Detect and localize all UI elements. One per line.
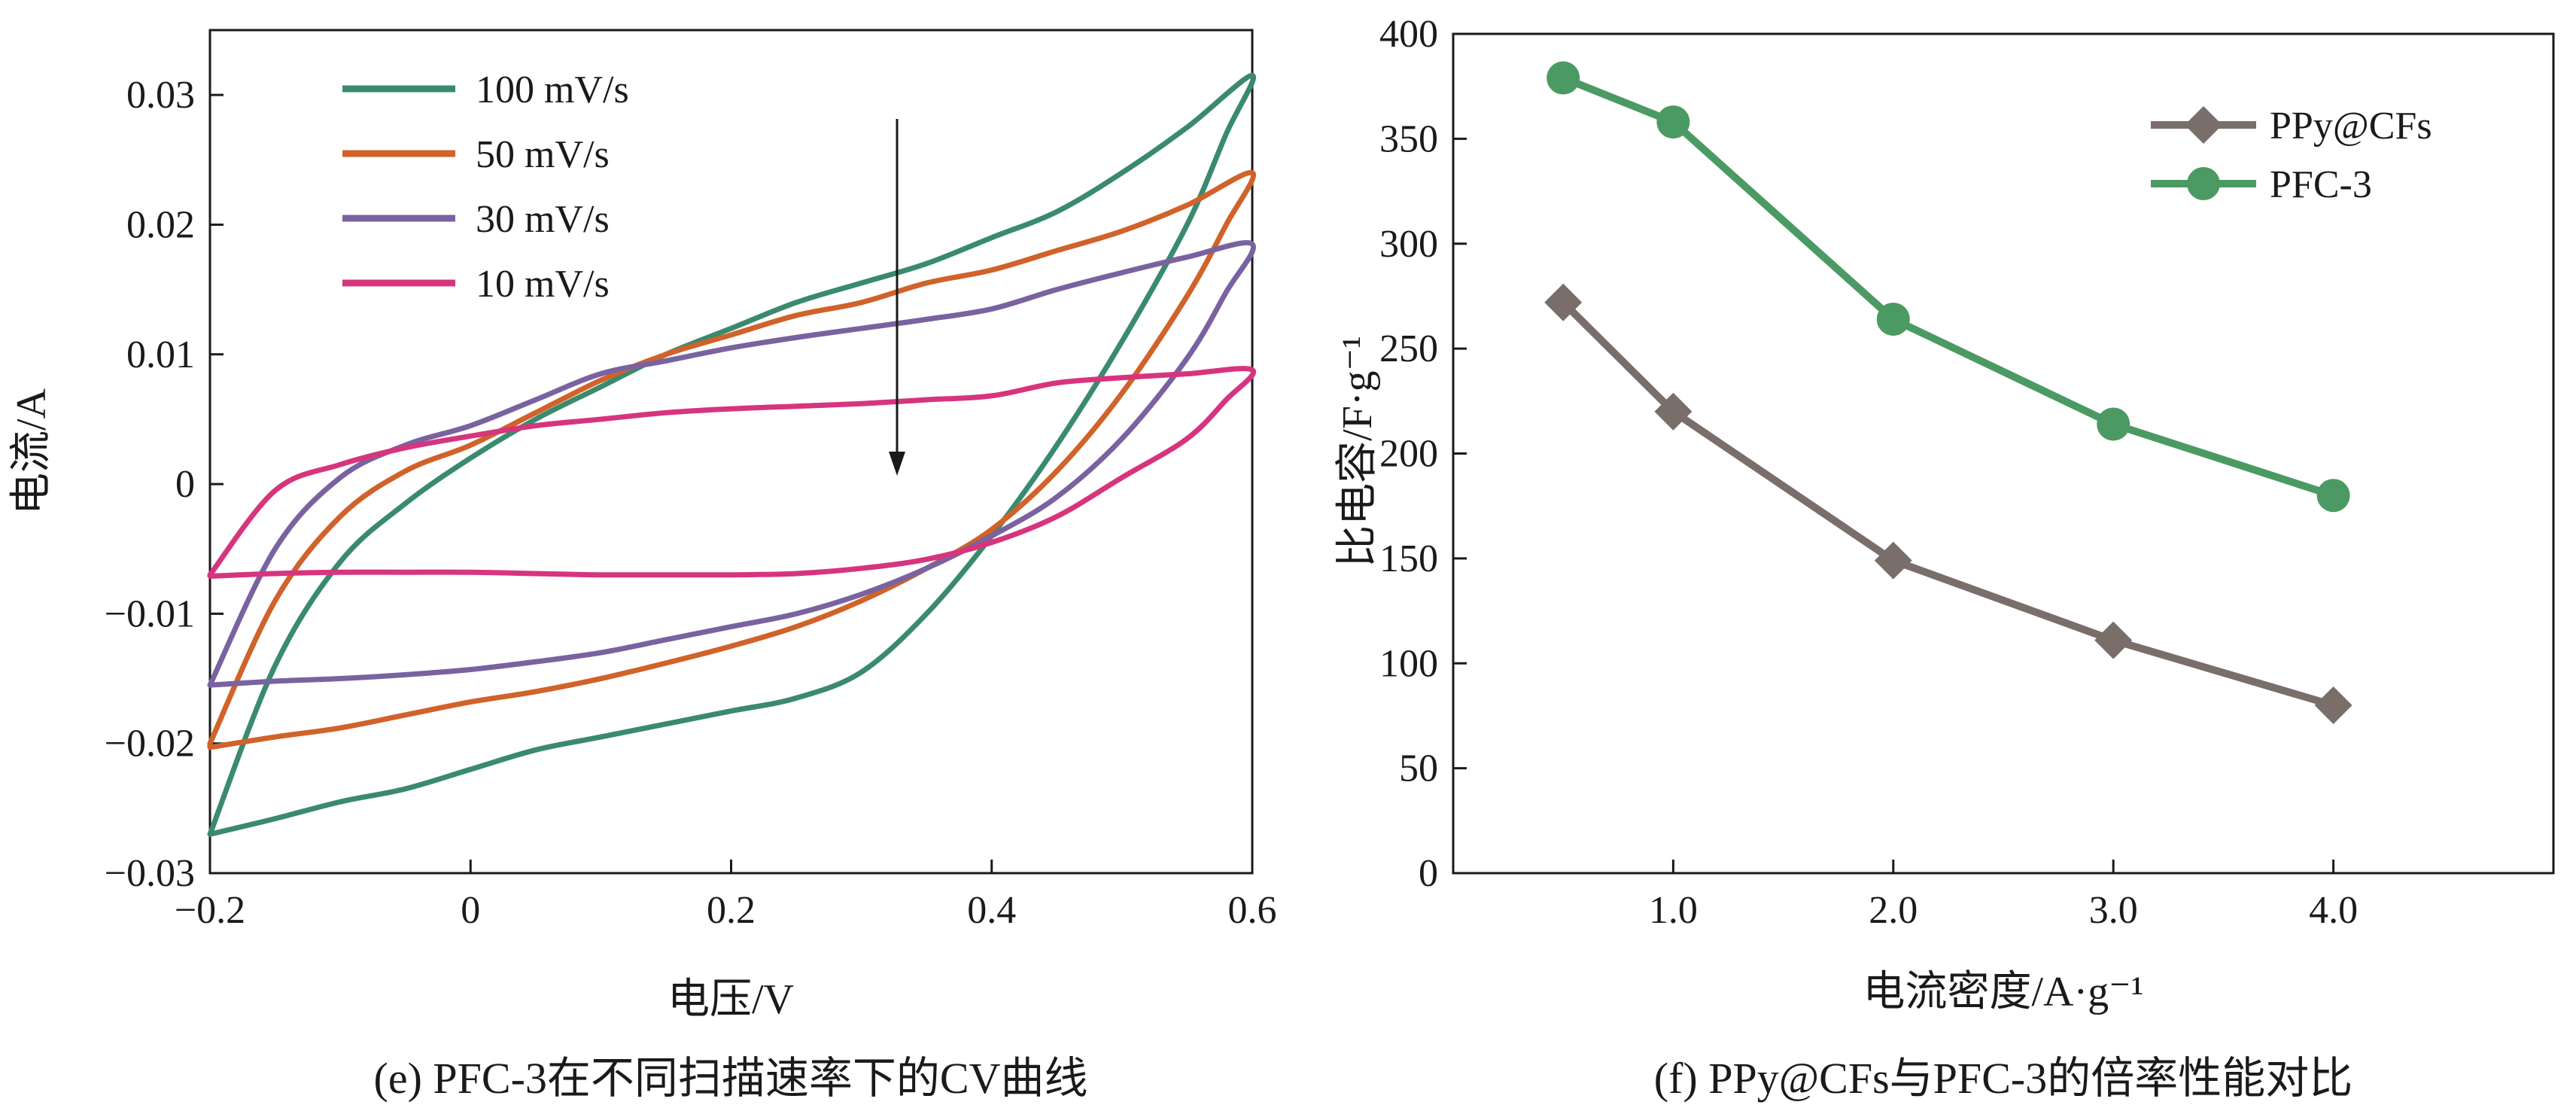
cv-curve-10-mv-s — [207, 366, 1257, 579]
cv-y-tick-label: −0.01 — [105, 592, 195, 635]
rate-plot-frame — [1452, 32, 2555, 875]
cv-y-tick-label: 0 — [175, 463, 195, 506]
cv-x-tick-label: 0.6 — [1228, 889, 1277, 932]
rate-legend-marker — [2185, 106, 2222, 144]
rate-line-ppy-cfs — [1560, 300, 2335, 709]
rate-legend: PPy@CFs PFC-3 — [2151, 105, 2432, 206]
cv-legend-label: 10 mV/s — [476, 263, 610, 306]
scan-rate-arrow-head — [889, 452, 905, 476]
rate-chart-panel: 400 350 300 250 200 150 100 50 0 1.0 2.0 3.0 4.0 PP… — [1334, 13, 2555, 1103]
rate-y-tick-label: 200 — [1379, 433, 1438, 476]
rate-legend-label: PFC-3 — [2270, 163, 2372, 206]
cv-y-tick-label: 0.01 — [126, 333, 195, 376]
rate-y-axis-label: 比电容/F·g⁻¹ — [1334, 336, 1381, 568]
rate-point-ppy-cfs — [1544, 283, 1583, 321]
rate-point-ppy-cfs — [2314, 686, 2352, 724]
rate-y-tick-label: 150 — [1379, 537, 1438, 580]
rate-point-pfc-3 — [2316, 479, 2350, 513]
rate-caption: (f) PPy@CFs与PFC-3的倍率性能对比 — [1654, 1054, 2352, 1103]
rate-y-tick-label: 350 — [1379, 117, 1438, 160]
rate-point-pfc-3 — [2097, 407, 2130, 441]
rate-y-tick-label: 100 — [1379, 642, 1438, 685]
rate-point-ppy-cfs — [2094, 621, 2133, 659]
rate-legend-marker — [2187, 167, 2220, 200]
cv-y-axis-label: 电流/A — [8, 388, 55, 515]
cv-x-axis: −0.2 0 0.2 0.4 0.6 — [175, 860, 1277, 932]
cv-legend-label: 100 mV/s — [476, 68, 629, 111]
cv-curves — [207, 72, 1257, 837]
cv-chart-panel: 0.03 0.02 0.01 0 −0.01 −0.02 −0.03 −0.2 0 0.2 0.4… — [8, 29, 1277, 1103]
rate-y-tick-label: 300 — [1379, 223, 1438, 266]
rate-y-tick-label: 50 — [1399, 747, 1438, 790]
cv-y-axis: 0.03 0.02 0.01 0 −0.01 −0.02 −0.03 — [105, 74, 224, 895]
rate-y-tick-label: 400 — [1379, 13, 1438, 56]
cv-x-axis-label: 电压/V — [668, 976, 794, 1023]
rate-series — [1544, 61, 2352, 724]
cv-legend-label: 30 mV/s — [476, 198, 610, 241]
rate-x-tick-label: 2.0 — [1869, 889, 1918, 932]
cv-legend-label: 50 mV/s — [476, 133, 610, 176]
rate-y-tick-label: 0 — [1419, 852, 1438, 895]
rate-x-tick-label: 1.0 — [1649, 889, 1698, 932]
cv-curve-100-mv-s — [207, 72, 1257, 837]
rate-line-pfc-3 — [1562, 74, 2335, 500]
cv-curve-30-mv-s — [207, 240, 1257, 688]
rate-y-axis: 400 350 300 250 200 150 100 50 0 — [1379, 13, 1467, 895]
cv-y-tick-label: −0.03 — [105, 852, 195, 895]
rate-x-tick-label: 3.0 — [2089, 889, 2138, 932]
rate-point-pfc-3 — [1656, 105, 1690, 139]
cv-x-tick-label: 0.4 — [967, 889, 1016, 932]
cv-y-tick-label: −0.02 — [105, 723, 195, 766]
rate-point-ppy-cfs — [1654, 392, 1692, 431]
rate-legend-label: PPy@CFs — [2270, 105, 2432, 148]
cv-legend: 100 mV/s 50 mV/s 30 mV/s 10 mV/s — [342, 68, 629, 306]
cv-y-tick-label: 0.02 — [126, 203, 195, 246]
rate-point-pfc-3 — [1547, 61, 1580, 95]
rate-x-tick-label: 4.0 — [2309, 889, 2358, 932]
rate-point-pfc-3 — [1876, 303, 1910, 336]
cv-x-tick-label: 0 — [461, 889, 480, 932]
cv-y-tick-label: 0.03 — [126, 74, 195, 117]
rate-x-axis-label: 电流密度/A·g⁻¹ — [1863, 969, 2144, 1015]
rate-point-ppy-cfs — [1874, 541, 1912, 580]
cv-x-tick-label: −0.2 — [175, 889, 245, 932]
rate-y-tick-label: 250 — [1379, 327, 1438, 370]
cv-caption: (e) PFC-3在不同扫描速率下的CV曲线 — [374, 1054, 1088, 1103]
cv-curve-50-mv-s — [207, 169, 1257, 750]
cv-x-tick-label: 0.2 — [707, 889, 756, 932]
scan-rate-arrow — [889, 119, 905, 476]
rate-x-axis: 1.0 2.0 3.0 4.0 — [1649, 860, 2358, 932]
